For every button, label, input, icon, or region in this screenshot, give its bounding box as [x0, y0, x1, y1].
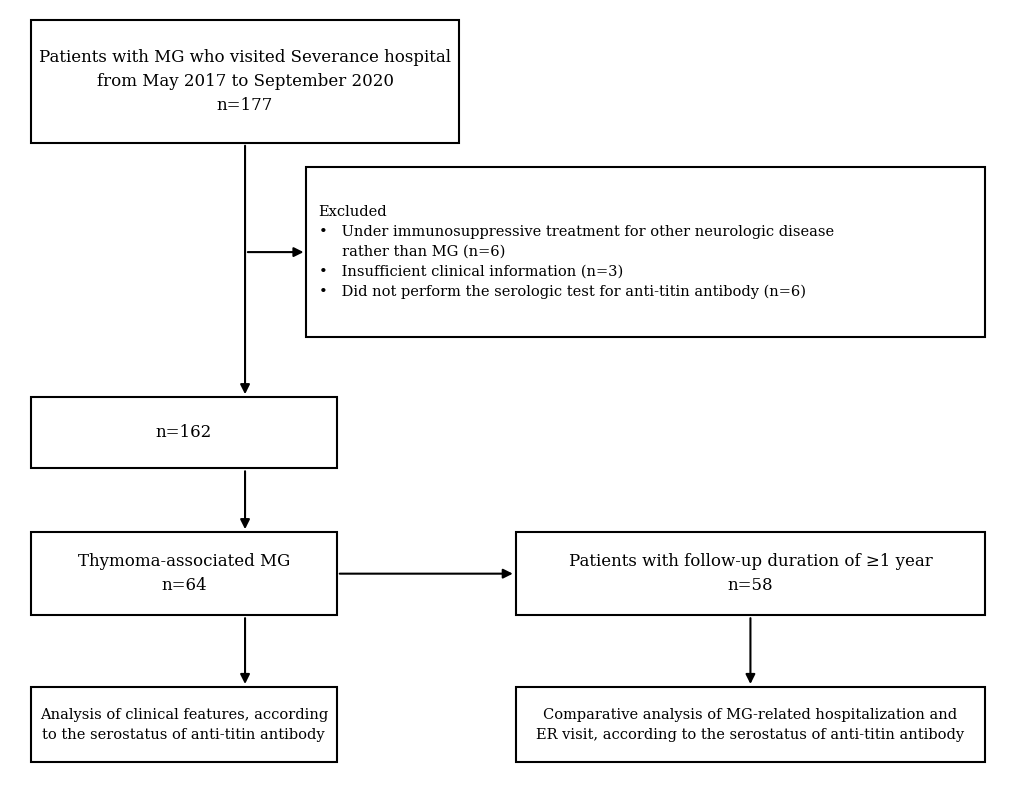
Text: Patients with MG who visited Severance hospital
from May 2017 to September 2020
: Patients with MG who visited Severance h…: [39, 48, 451, 114]
Text: Excluded
•   Under immunosuppressive treatment for other neurologic disease
    : Excluded • Under immunosuppressive treat…: [319, 205, 834, 299]
FancyBboxPatch shape: [516, 687, 985, 762]
Text: Analysis of clinical features, according
to the serostatus of anti-titin antibod: Analysis of clinical features, according…: [40, 707, 328, 742]
Text: Thymoma-associated MG
n=64: Thymoma-associated MG n=64: [78, 553, 290, 594]
FancyBboxPatch shape: [31, 532, 337, 615]
Text: n=162: n=162: [155, 424, 212, 441]
FancyBboxPatch shape: [31, 397, 337, 468]
FancyBboxPatch shape: [31, 687, 337, 762]
FancyBboxPatch shape: [516, 532, 985, 615]
Text: Comparative analysis of MG-related hospitalization and
ER visit, according to th: Comparative analysis of MG-related hospi…: [536, 707, 965, 742]
Text: Patients with follow-up duration of ≥1 year
n=58: Patients with follow-up duration of ≥1 y…: [569, 553, 932, 594]
FancyBboxPatch shape: [306, 167, 985, 337]
FancyBboxPatch shape: [31, 20, 459, 143]
